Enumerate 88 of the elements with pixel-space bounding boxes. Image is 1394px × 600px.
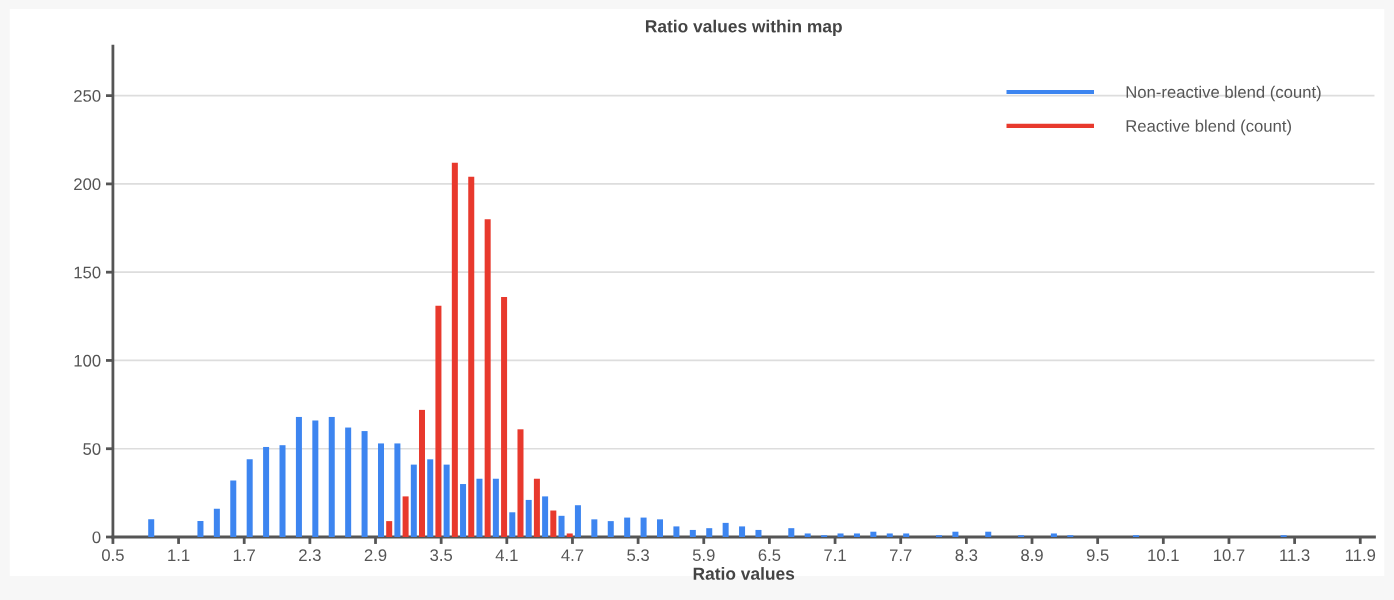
bar — [419, 409, 426, 537]
x-tick-label: 2.9 — [364, 549, 387, 562]
bar — [656, 519, 663, 537]
bar — [312, 420, 319, 537]
x-tick-label: 4.7 — [561, 549, 584, 561]
x-tick-label: 7.1 — [824, 549, 846, 561]
bar — [673, 526, 680, 537]
legend-label: Reactive blend (count) — [1126, 119, 1291, 136]
x-tick-label: 8.3 — [955, 549, 978, 562]
bar — [1050, 533, 1057, 537]
bar — [279, 445, 286, 537]
bar — [460, 484, 467, 537]
x-tick-label: 5.3 — [627, 549, 649, 562]
bar — [574, 505, 581, 537]
legend-label: Non-reactive blend (count) — [1126, 85, 1321, 102]
bar — [246, 459, 253, 537]
bar — [837, 533, 844, 537]
bar — [345, 427, 352, 537]
y-tick-label: 100 — [74, 354, 101, 367]
x-tick-label: 1.1 — [168, 549, 190, 561]
bar — [501, 296, 508, 537]
bar — [558, 515, 565, 537]
y-tick-label: 150 — [74, 266, 101, 279]
bar — [427, 459, 434, 537]
bar — [509, 512, 516, 537]
y-tick-label: 0 — [92, 531, 101, 544]
x-tick-label: 11.3 — [1280, 549, 1310, 562]
y-tick-label: 200 — [74, 178, 101, 191]
bar — [492, 478, 499, 537]
bar — [566, 533, 573, 537]
bar — [197, 521, 204, 537]
bar — [607, 521, 614, 537]
bar — [451, 162, 458, 537]
bar — [533, 478, 540, 537]
bar — [591, 519, 598, 537]
bar — [853, 533, 860, 537]
bar — [870, 531, 877, 537]
x-tick-label: 11.9 — [1345, 549, 1376, 562]
bar — [476, 478, 483, 537]
bar — [550, 510, 557, 537]
x-tick-label: 6.5 — [758, 549, 781, 562]
bar — [468, 176, 475, 537]
x-tick-label: 7.7 — [889, 549, 912, 561]
bar — [739, 526, 746, 537]
bar — [755, 529, 762, 537]
bar — [443, 464, 450, 537]
bar — [542, 496, 549, 537]
chart-title: Ratio values within map — [645, 19, 842, 36]
bar — [525, 499, 532, 537]
bar — [624, 517, 631, 537]
bar — [886, 533, 893, 537]
bar — [952, 531, 959, 537]
bar — [706, 528, 713, 537]
bar — [328, 416, 335, 537]
x-tick-label: 4.1 — [495, 549, 518, 561]
bar — [804, 533, 811, 537]
x-tick-label: 10.1 — [1148, 549, 1179, 562]
bar — [386, 521, 393, 537]
y-tick-label: 250 — [74, 90, 101, 102]
bar — [361, 431, 368, 537]
bar — [722, 522, 729, 537]
bar — [377, 443, 384, 537]
bar — [788, 528, 795, 537]
x-axis-title: Ratio values — [693, 567, 795, 580]
x-tick-label: 9.5 — [1086, 549, 1109, 562]
bar — [394, 443, 401, 537]
x-tick-label: 10.7 — [1214, 549, 1245, 562]
bar — [640, 517, 647, 537]
bar — [517, 429, 524, 537]
x-tick-label: 3.5 — [430, 549, 453, 562]
x-tick-label: 8.9 — [1021, 549, 1043, 562]
y-tick-label: 50 — [83, 443, 101, 455]
x-tick-label: 1.7 — [233, 549, 255, 561]
x-tick-label: 2.3 — [299, 549, 321, 562]
bar — [230, 480, 237, 537]
x-tick-label: 5.9 — [692, 549, 715, 562]
bar — [213, 508, 220, 537]
bar — [295, 416, 302, 537]
bar — [985, 531, 992, 537]
bar — [484, 219, 491, 537]
bar — [148, 519, 155, 537]
bar — [410, 464, 417, 537]
bar — [402, 496, 409, 537]
bar — [435, 305, 442, 537]
bar — [263, 446, 270, 537]
x-tick-label: 0.5 — [101, 549, 124, 562]
bar — [689, 529, 696, 537]
bar — [903, 533, 910, 537]
